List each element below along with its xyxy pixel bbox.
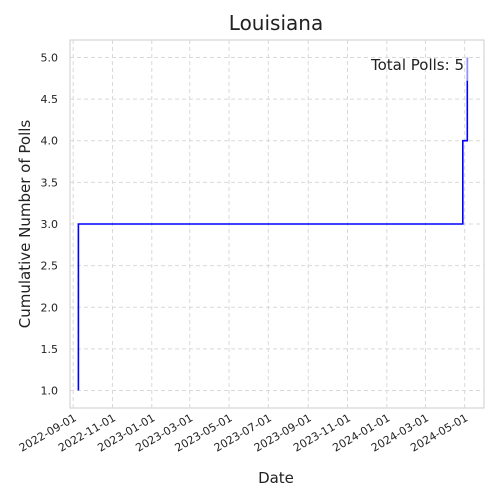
y-tick-label: 2.0	[41, 301, 59, 314]
chart-title: Louisiana	[229, 11, 323, 35]
total-polls-annotation: Total Polls: 5	[370, 56, 464, 74]
y-tick-label: 2.5	[41, 260, 59, 273]
series-line	[77, 57, 469, 391]
y-axis-label: Cumulative Number of Polls	[16, 120, 34, 329]
y-tick-label: 1.5	[41, 343, 59, 356]
y-tick-label: 4.5	[41, 93, 59, 106]
x-axis-label: Date	[258, 469, 294, 487]
y-tick-label: 5.0	[41, 51, 59, 64]
y-tick-label: 4.0	[41, 135, 59, 148]
y-axis-ticks: 1.0 1.5 2.0 2.5 3.0 3.5 4.0 4.5 5.0	[41, 51, 59, 397]
y-tick-label: 3.5	[41, 176, 59, 189]
series-group	[77, 57, 469, 391]
y-tick-label: 3.0	[41, 218, 59, 231]
y-tick-label: 1.0	[41, 385, 59, 398]
